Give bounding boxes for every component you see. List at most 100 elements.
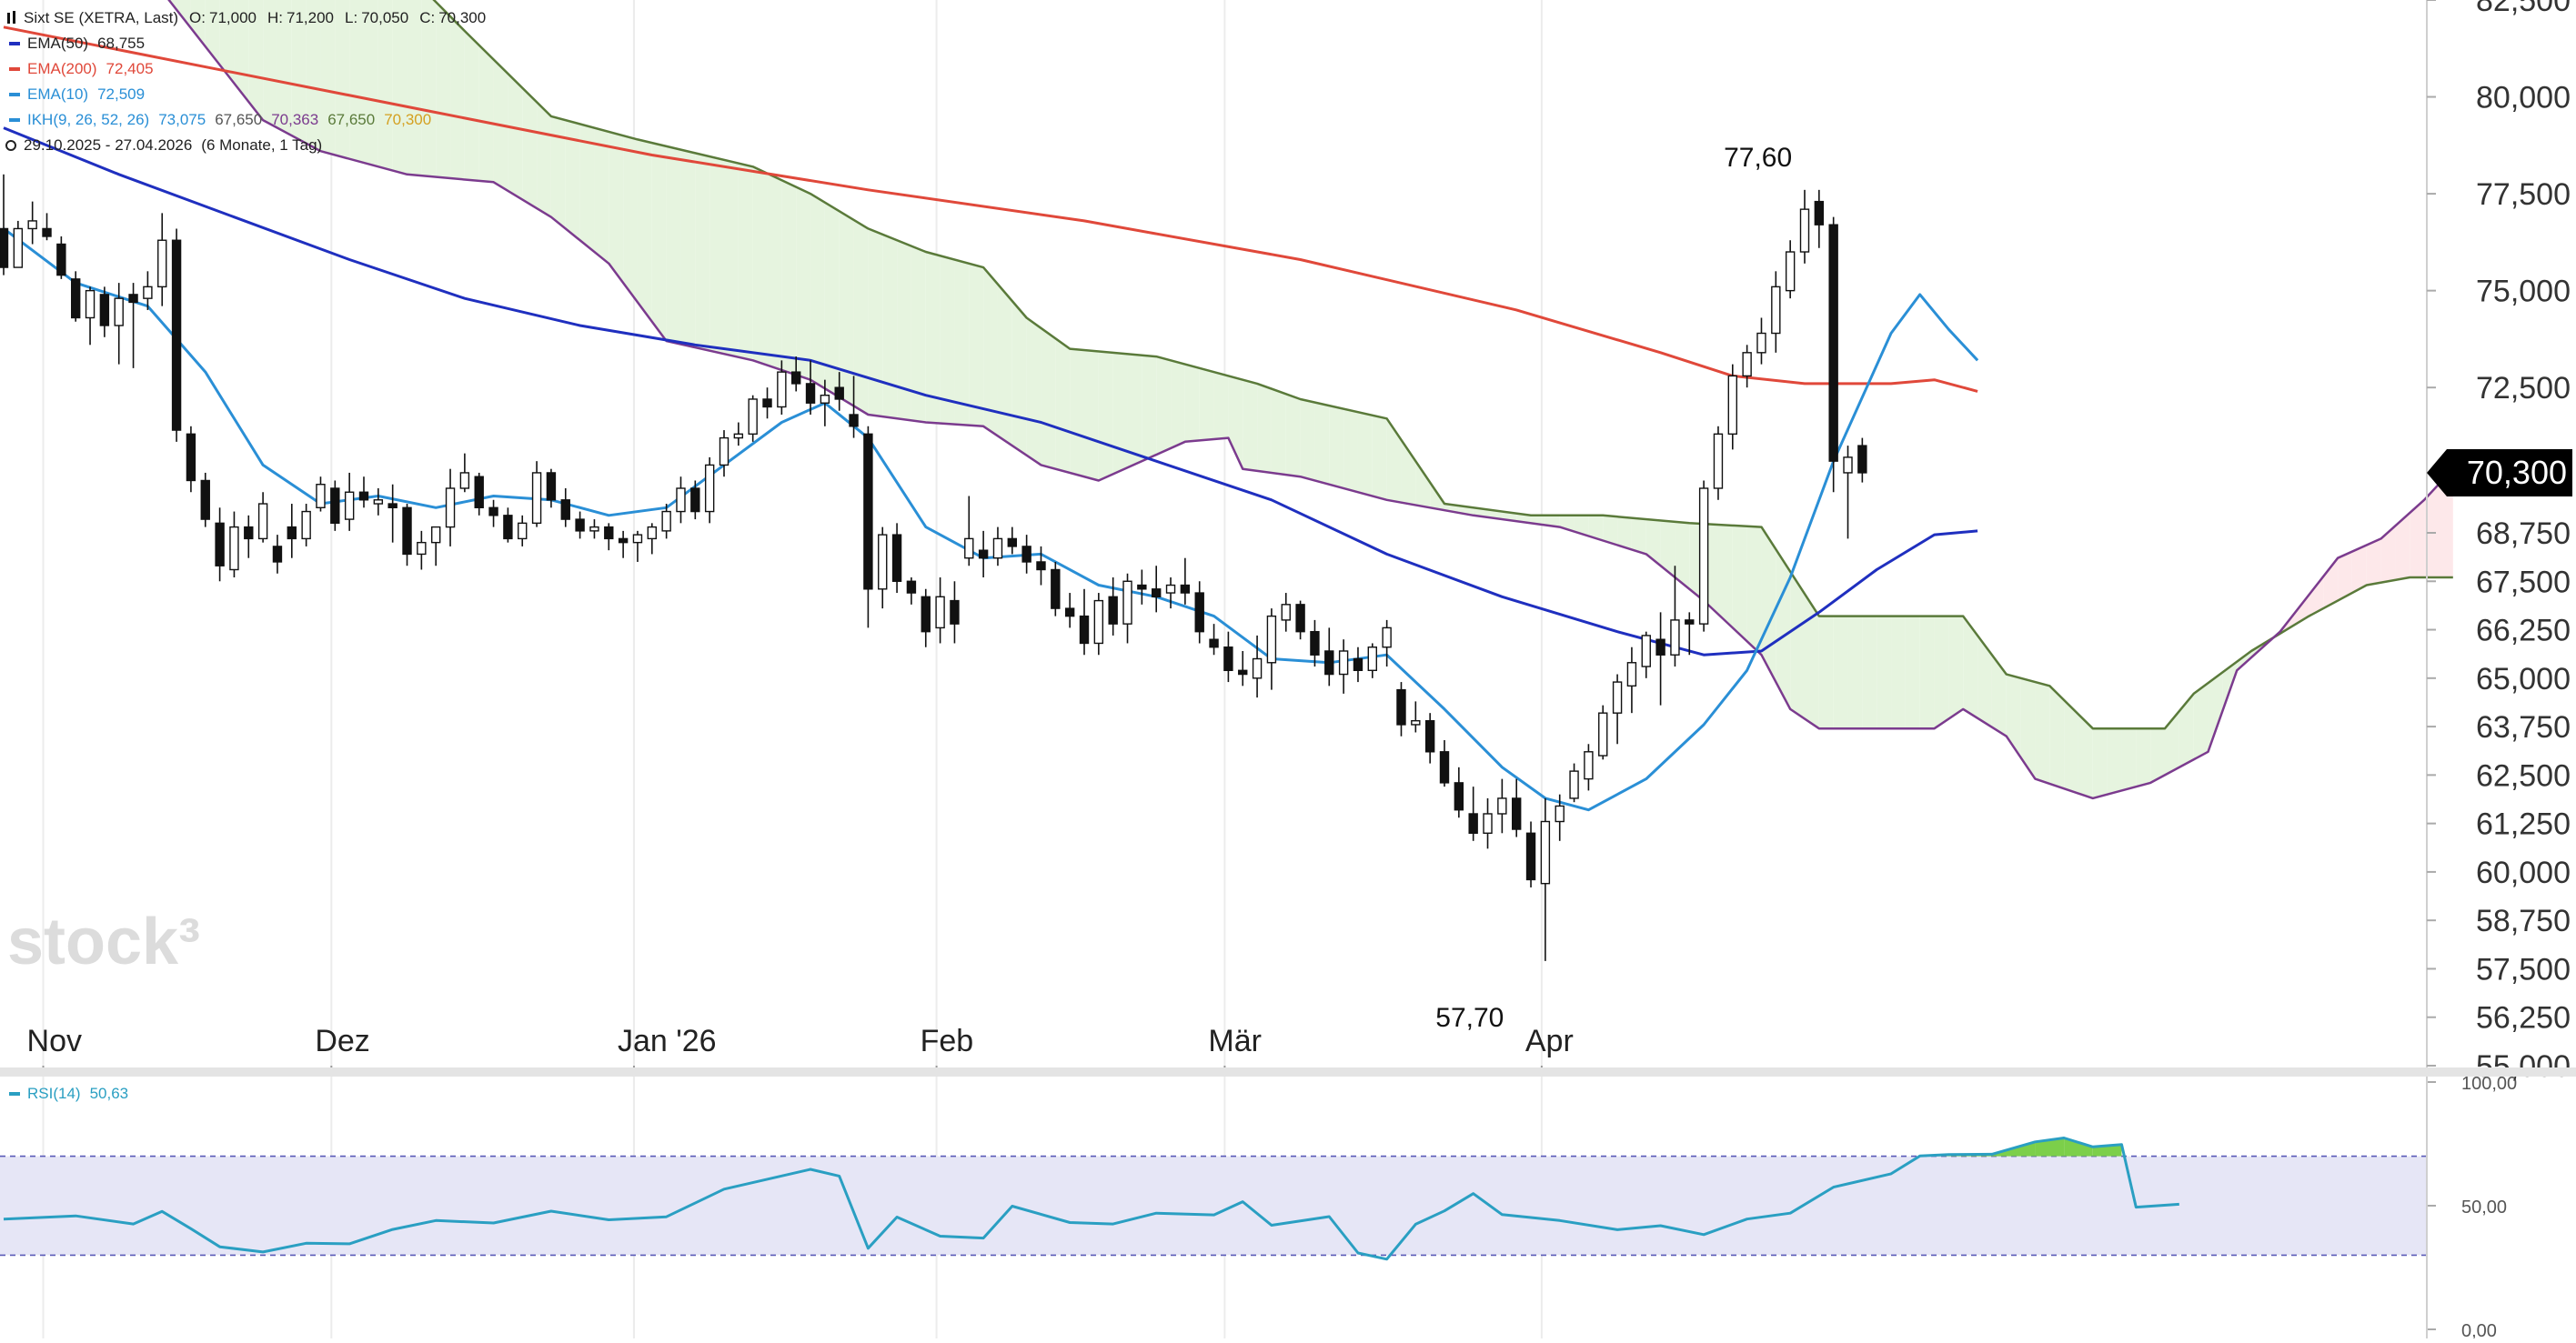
rsi-swatch (9, 1092, 20, 1096)
ohlc-open-label: O: (189, 9, 206, 26)
candle (1338, 639, 1349, 694)
candle (85, 286, 96, 346)
y-tick-label: 61,250 (2476, 807, 2571, 842)
ichimoku-cloud-segment (1919, 616, 1935, 729)
candle (143, 271, 153, 310)
rsi-line (3, 1137, 2179, 1261)
ichimoku-cloud-segment (724, 159, 739, 357)
candle (1180, 557, 1191, 605)
x-tick-label: Feb (921, 1024, 974, 1058)
ichimoku-cloud-segment (579, 124, 595, 253)
rsi-label: RSI(14) (27, 1085, 81, 1102)
candle (200, 472, 210, 527)
candle (690, 480, 700, 520)
candle (1194, 581, 1204, 644)
ichimoku-cloud-segment (1184, 364, 1200, 442)
ichimoku-cloud-segment (1847, 616, 1863, 729)
candle (27, 201, 37, 245)
y-tick-label: 68,750 (2476, 516, 2571, 551)
ichimoku-cloud-segment (349, 0, 364, 163)
ichimoku-cloud-segment (1285, 394, 1301, 477)
candle (1007, 526, 1018, 555)
candle (1396, 682, 1406, 737)
candle-icon (5, 11, 18, 25)
ichimoku-cloud-segment (1877, 616, 1892, 729)
candle (99, 286, 110, 337)
candle (1584, 744, 1594, 791)
candle (459, 453, 470, 493)
candle (1051, 561, 1061, 616)
candle (13, 220, 24, 268)
y-tick-label: 63,750 (2476, 710, 2571, 745)
ichimoku-cloud-segment (537, 102, 551, 217)
x-tick-label: Dez (315, 1024, 369, 1058)
ichimoku-cloud-segment (1084, 349, 1099, 481)
candle (777, 360, 787, 416)
ichimoku-cloud-segment (853, 219, 869, 416)
y-tick-label: 72,500 (2476, 371, 2571, 406)
ichimoku-cloud-segment (1171, 360, 1185, 448)
ichimoku-cloud-segment (997, 284, 1012, 446)
ichimoku-cloud-segment (680, 149, 696, 348)
candle (1843, 446, 1853, 539)
ichimoku-cloud-segment (824, 202, 840, 397)
candle (950, 581, 960, 644)
ichimoku-cloud-segment (1228, 376, 1243, 469)
ichimoku-cloud-segment (969, 263, 984, 426)
legend-label-ema50: EMA(50) (27, 35, 89, 52)
ichimoku-cloud-segment (392, 0, 408, 175)
ichimoku-cloud-segment (781, 180, 797, 376)
ichimoku-cloud-segment (1041, 327, 1056, 469)
candle (791, 356, 801, 392)
clock-icon (5, 140, 16, 151)
watermark: stock³ (7, 906, 200, 978)
legend-label-ema200: EMA(200) (27, 60, 97, 77)
ichimoku-cloud-segment (1660, 520, 1675, 578)
ohlc-low-label: L: (345, 9, 358, 26)
candle (546, 468, 557, 508)
y-tick-label: 75,000 (2476, 275, 2571, 309)
ichimoku-cloud-segment (1545, 515, 1560, 527)
legend-label-ikh: IKH(9, 26, 52, 26) (27, 111, 150, 128)
y-tick-label: 80,000 (2476, 81, 2571, 115)
y-tick-label: 66,250 (2476, 614, 2571, 648)
ichimoku-cloud-segment (1862, 616, 1877, 729)
rsi-legend: RSI(14) 50,63 (9, 1082, 128, 1106)
y-tick-label: 57,500 (2476, 952, 2571, 987)
ema200-line (3, 25, 1978, 393)
ichimoku-cloud-segment (1112, 352, 1128, 475)
ichimoku-cloud-segment (1257, 383, 1272, 473)
y-tick-label: 65,000 (2476, 662, 2571, 697)
ichimoku-cloud-segment (1717, 525, 1733, 628)
candle (1685, 612, 1695, 656)
ichimoku-cloud-segment (695, 153, 710, 351)
candle (1468, 787, 1478, 841)
candle (1713, 426, 1724, 500)
ichimoku-cloud-segment (623, 135, 638, 303)
ichimoku-cloud-segment (320, 0, 336, 155)
ichimoku-cloud-segment (2380, 526, 2396, 583)
candle (1295, 600, 1305, 640)
candle (1036, 546, 1046, 586)
candle (272, 535, 283, 574)
ichimoku-cloud-segment (2020, 677, 2036, 779)
candle (1814, 189, 1825, 248)
ichimoku-cloud-segment (2035, 682, 2050, 784)
pane-separator[interactable] (0, 1067, 2576, 1077)
legend-ema200: EMA(200) 72,405 (5, 56, 486, 82)
candle (1641, 631, 1651, 678)
ichimoku-cloud-segment (550, 115, 566, 229)
ichimoku-cloud-segment (205, 0, 220, 65)
ichimoku-cloud-segment (2395, 512, 2410, 580)
rsi-overbought-fill (2035, 1138, 2065, 1157)
ichimoku-cloud-segment (1415, 461, 1431, 508)
ichimoku-cloud-segment (2165, 711, 2179, 776)
legend-swatch-ikh (9, 118, 20, 122)
ichimoku-cloud-segment (651, 143, 667, 342)
candle (1079, 588, 1090, 656)
candle (1424, 713, 1435, 764)
ichimoku-cloud-segment (2309, 576, 2324, 616)
candle (964, 496, 974, 566)
candle (1483, 797, 1493, 849)
